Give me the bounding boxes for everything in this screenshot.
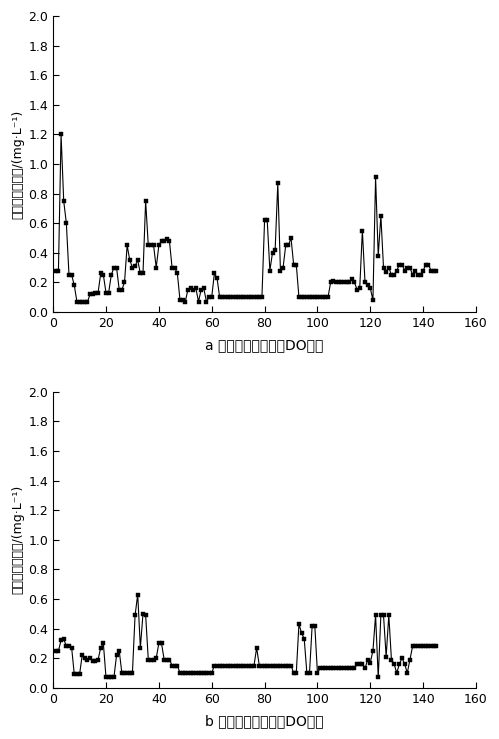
Y-axis label: 末端溶解氧浓度/(mg·L⁻¹): 末端溶解氧浓度/(mg·L⁻¹) (11, 485, 24, 594)
X-axis label: b 优化后生物池末端DO情况: b 优化后生物池末端DO情况 (205, 714, 324, 728)
Y-axis label: 末端溶解氧浓度/(mg·L⁻¹): 末端溶解氧浓度/(mg·L⁻¹) (11, 109, 24, 219)
X-axis label: a 优化前生物池末端DO情况: a 优化前生物池末端DO情况 (206, 338, 324, 353)
